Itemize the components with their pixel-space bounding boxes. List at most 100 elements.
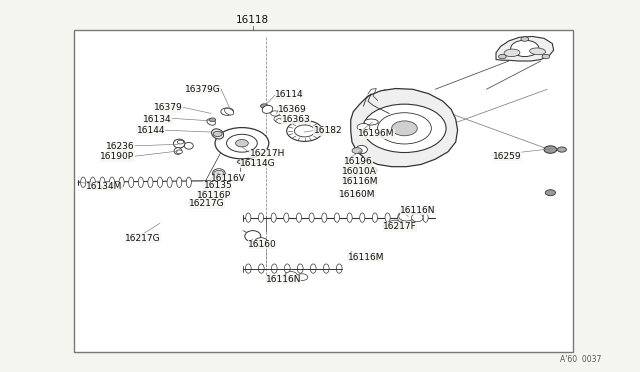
Circle shape — [365, 167, 377, 174]
Ellipse shape — [245, 231, 261, 242]
Ellipse shape — [284, 264, 290, 273]
Text: 16116N: 16116N — [266, 275, 301, 284]
Circle shape — [358, 158, 369, 164]
Ellipse shape — [174, 148, 182, 154]
Ellipse shape — [129, 177, 134, 187]
Ellipse shape — [530, 48, 545, 55]
Ellipse shape — [177, 177, 182, 187]
Text: 16134: 16134 — [143, 115, 172, 124]
Text: 16116N: 16116N — [400, 206, 435, 215]
Polygon shape — [351, 89, 458, 167]
Circle shape — [557, 147, 566, 152]
Text: 16144: 16144 — [136, 126, 165, 135]
Ellipse shape — [212, 169, 225, 178]
Ellipse shape — [148, 177, 153, 187]
Circle shape — [499, 54, 506, 59]
Text: 16379G: 16379G — [185, 85, 221, 94]
Circle shape — [274, 116, 285, 122]
Circle shape — [544, 146, 557, 153]
Ellipse shape — [259, 264, 264, 273]
Ellipse shape — [298, 264, 303, 273]
Circle shape — [399, 212, 414, 221]
Circle shape — [260, 104, 268, 108]
Ellipse shape — [360, 213, 365, 222]
Text: 16116M: 16116M — [342, 177, 379, 186]
Ellipse shape — [81, 177, 86, 187]
Circle shape — [545, 190, 556, 196]
Circle shape — [214, 170, 224, 176]
Ellipse shape — [323, 264, 329, 273]
Text: 16134M: 16134M — [86, 182, 123, 191]
Ellipse shape — [90, 177, 95, 187]
Text: 16160: 16160 — [248, 240, 277, 249]
Ellipse shape — [334, 213, 339, 222]
Circle shape — [215, 128, 269, 159]
Text: 16217G: 16217G — [189, 199, 225, 208]
Text: 16369: 16369 — [278, 105, 307, 114]
Ellipse shape — [372, 213, 378, 222]
Text: 16259: 16259 — [493, 152, 522, 161]
Ellipse shape — [173, 139, 185, 148]
Text: 16217F: 16217F — [383, 222, 417, 231]
Ellipse shape — [237, 159, 260, 164]
Text: 16196M: 16196M — [358, 129, 395, 138]
Circle shape — [236, 140, 248, 147]
Ellipse shape — [504, 49, 520, 57]
Circle shape — [176, 150, 182, 154]
Ellipse shape — [397, 213, 403, 222]
Ellipse shape — [225, 108, 234, 115]
Text: 16217H: 16217H — [250, 149, 285, 158]
Circle shape — [227, 134, 257, 152]
Ellipse shape — [157, 177, 163, 187]
Ellipse shape — [410, 213, 415, 222]
Text: 16190P: 16190P — [100, 153, 134, 161]
Ellipse shape — [284, 213, 289, 222]
Circle shape — [294, 125, 315, 137]
Circle shape — [542, 54, 550, 59]
Text: 16116V: 16116V — [211, 174, 246, 183]
Text: 16114: 16114 — [275, 90, 304, 99]
Ellipse shape — [255, 238, 268, 246]
Text: 16116P: 16116P — [197, 191, 231, 200]
Circle shape — [392, 121, 417, 136]
Circle shape — [363, 104, 446, 153]
Ellipse shape — [259, 213, 264, 222]
Polygon shape — [496, 36, 554, 61]
Text: 16160M: 16160M — [339, 190, 376, 199]
Ellipse shape — [412, 214, 423, 222]
Ellipse shape — [138, 177, 143, 187]
Ellipse shape — [276, 118, 287, 124]
Text: 16118: 16118 — [236, 15, 269, 25]
Text: A'60  0037: A'60 0037 — [560, 355, 602, 364]
Ellipse shape — [167, 177, 172, 187]
Circle shape — [521, 37, 529, 41]
Circle shape — [511, 40, 539, 57]
Text: 16010A: 16010A — [342, 167, 377, 176]
Bar — [74, 30, 573, 352]
Circle shape — [296, 274, 308, 280]
Ellipse shape — [360, 161, 372, 165]
Ellipse shape — [309, 213, 314, 222]
Text: 16135: 16135 — [204, 182, 232, 190]
Text: 16217G: 16217G — [125, 234, 161, 243]
Ellipse shape — [100, 177, 105, 187]
Ellipse shape — [184, 142, 193, 149]
Circle shape — [357, 124, 370, 131]
Ellipse shape — [109, 177, 115, 187]
Ellipse shape — [271, 264, 277, 273]
Ellipse shape — [356, 145, 367, 154]
Ellipse shape — [296, 213, 301, 222]
Text: 16114G: 16114G — [240, 159, 276, 168]
Ellipse shape — [347, 213, 352, 222]
Ellipse shape — [337, 264, 342, 273]
Ellipse shape — [364, 119, 378, 125]
Circle shape — [221, 108, 234, 115]
Circle shape — [209, 118, 216, 122]
Ellipse shape — [423, 213, 428, 222]
Circle shape — [287, 121, 323, 141]
Text: 16379: 16379 — [154, 103, 182, 112]
Text: 16196: 16196 — [344, 157, 373, 166]
Ellipse shape — [119, 177, 124, 187]
Ellipse shape — [310, 264, 316, 273]
Text: 16116M: 16116M — [348, 253, 384, 262]
